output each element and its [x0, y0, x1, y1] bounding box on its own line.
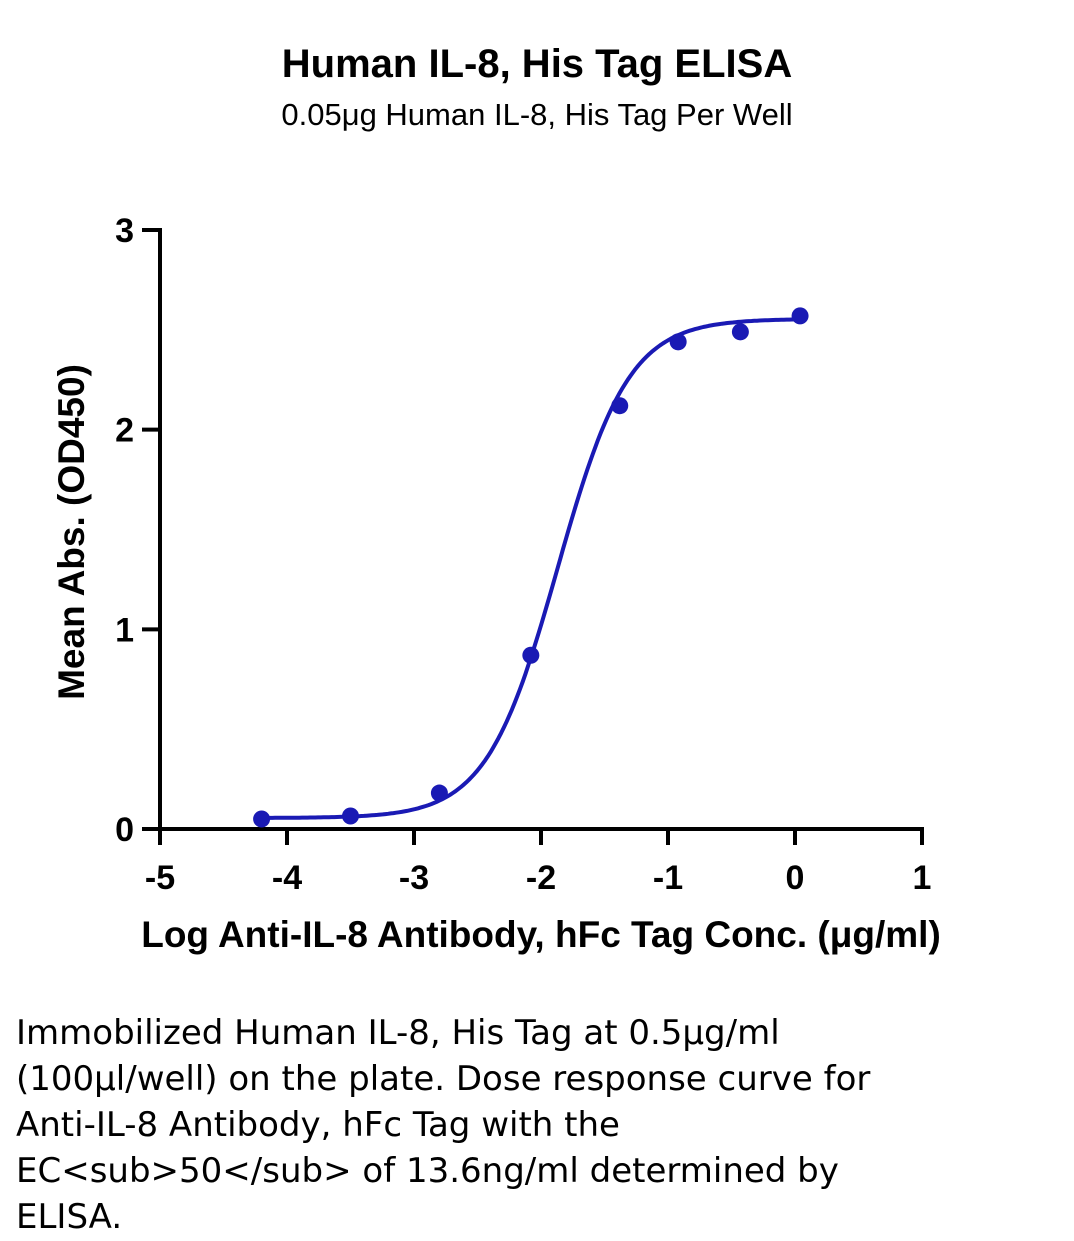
chart-title: Human IL-8, His Tag ELISA	[281, 42, 793, 86]
x-axis-label: Log Anti-IL-8 Antibody, hFc Tag Conc. (μ…	[141, 914, 941, 955]
x-tick-label: -5	[145, 859, 175, 897]
y-tick-label: 0	[115, 811, 134, 849]
data-point	[669, 333, 687, 351]
y-tick-label: 1	[115, 611, 134, 649]
figure-caption: Immobilized Human IL-8, His Tag at 0.5μg…	[16, 1013, 871, 1237]
x-tick-label: -2	[526, 859, 556, 897]
x-tick-label: -3	[399, 859, 429, 897]
x-tick-label: -1	[653, 859, 683, 897]
data-point	[791, 307, 809, 325]
data-point	[430, 784, 448, 802]
y-tick-label: 3	[115, 212, 134, 250]
data-point	[342, 807, 359, 825]
data-point	[611, 397, 629, 415]
y-axis-label: Mean Abs. (OD450)	[51, 364, 92, 700]
data-point	[253, 810, 271, 828]
x-tick-label: -4	[272, 859, 302, 897]
data-point	[731, 323, 749, 341]
fit-curve	[261, 317, 801, 820]
x-tick-label: 0	[786, 859, 805, 897]
data-point	[522, 646, 540, 664]
y-tick-label: 2	[115, 412, 134, 450]
chart-subtitle: 0.05μg Human IL-8, His Tag Per Well	[281, 97, 793, 132]
x-tick-label: 1	[913, 859, 932, 897]
chart-plot: -5 -4 -3 -2 -1 0 1 0 1 2 3 Log Anti-IL-8 Antibody,…	[51, 212, 941, 955]
